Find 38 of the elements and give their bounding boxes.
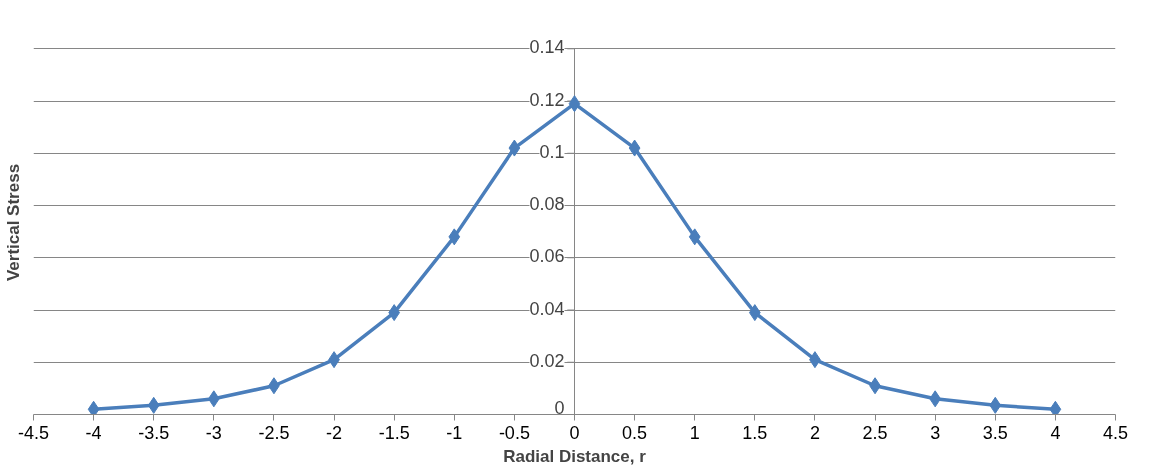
x-tick-label: 0	[569, 422, 580, 443]
x-tick-label: -1.5	[378, 422, 410, 443]
point	[448, 228, 461, 246]
x-tick-label: 4.5	[1102, 422, 1129, 443]
x-tick-label: 3	[930, 422, 941, 443]
x-tick-label: -3	[205, 422, 222, 443]
x-tick-label: 3.5	[982, 422, 1008, 443]
y-tick-label: 0.02	[529, 350, 565, 371]
x-tick-label: -4	[85, 422, 102, 443]
x-tick-label: 1.5	[742, 422, 768, 443]
point	[87, 400, 100, 415]
y-axis-title: Vertical Stress	[3, 163, 23, 282]
x-tick-label: -3.5	[138, 422, 170, 443]
x-tick-label: 2.5	[862, 422, 888, 443]
x-tick-label: -1	[446, 422, 463, 443]
point	[568, 95, 581, 113]
point	[147, 396, 160, 414]
point	[989, 396, 1002, 414]
x-tick-label: 1	[689, 422, 700, 443]
x-tick-label: -0.5	[498, 422, 530, 443]
x-tick-label: 2	[809, 422, 820, 443]
y-tick-label: 0.08	[529, 194, 565, 215]
x-axis-title: Radial Distance, r	[503, 446, 647, 466]
x-tick-label: 0.5	[622, 422, 648, 443]
y-tick-label: 0.12	[529, 89, 565, 110]
point	[508, 139, 521, 157]
point	[628, 139, 641, 157]
x-tick-label: -2	[326, 422, 343, 443]
x-tick-label: -4.5	[17, 422, 50, 443]
y-tick-label: 0.14	[529, 37, 565, 58]
y-tick-label: 0.04	[529, 298, 565, 319]
y-tick-label: 0.1	[539, 141, 565, 162]
x-tick-label: 4	[1050, 422, 1061, 443]
point	[1049, 400, 1062, 415]
point	[688, 228, 701, 246]
y-tick-label: 0	[554, 397, 565, 418]
x-tick-label: -2.5	[258, 422, 290, 443]
y-tick-label: 0.06	[529, 246, 565, 267]
